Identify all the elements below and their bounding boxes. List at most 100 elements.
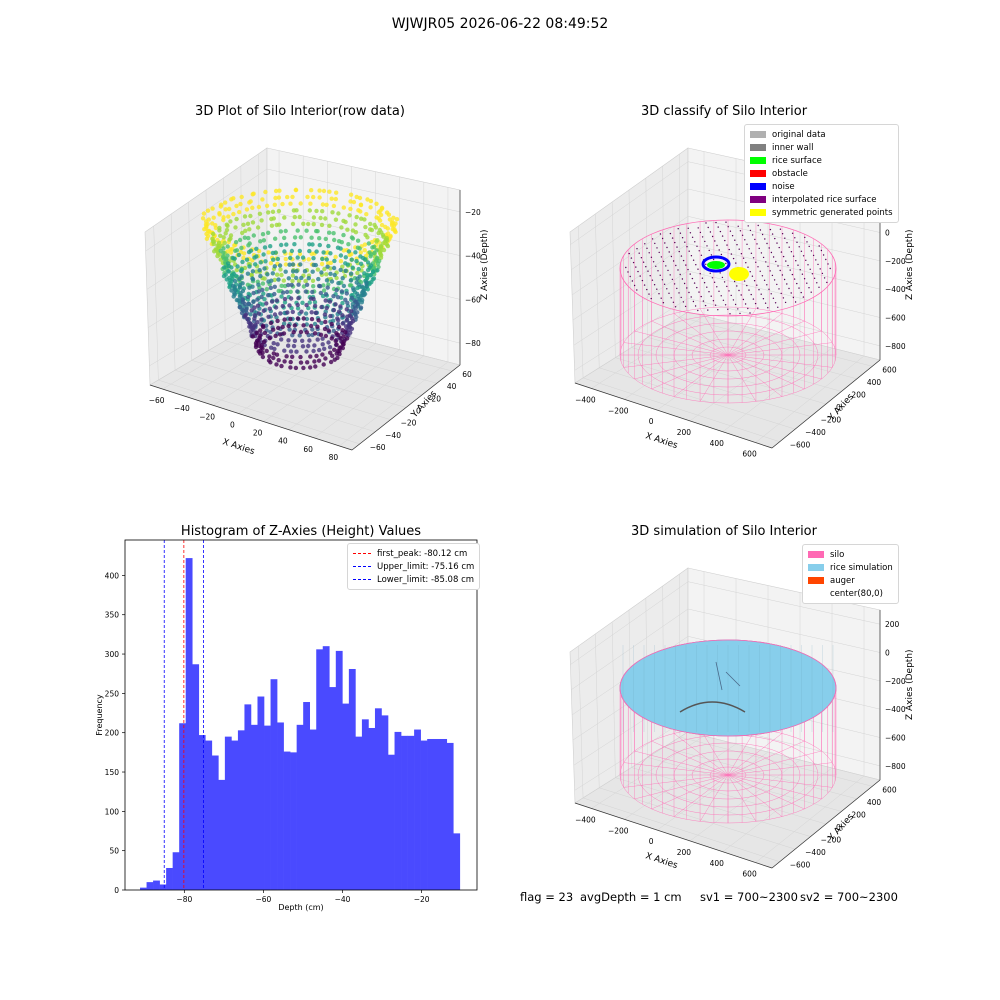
interpolated-point <box>672 301 675 303</box>
raw-point <box>233 225 238 230</box>
interpolated-point <box>716 244 718 247</box>
interpolated-point <box>787 264 789 267</box>
raw-point <box>234 203 239 209</box>
classify-grid-z <box>687 270 881 318</box>
histogram-bar <box>237 730 245 890</box>
histogram-bar <box>290 752 297 890</box>
interpolated-point <box>646 288 648 291</box>
raw-point <box>242 214 248 219</box>
raw-tick-labels: −60−40−20020406080−60−40−200204060−20−40… <box>149 208 481 462</box>
interpolated-point <box>813 277 816 279</box>
simulation-rice-surface <box>619 639 837 737</box>
interpolated-point <box>733 280 736 283</box>
interpolated-point <box>669 232 672 235</box>
interpolated-point <box>829 267 831 270</box>
interpolated-point <box>628 252 630 255</box>
interpolated-point <box>645 266 647 268</box>
histogram-legend-line <box>353 579 371 580</box>
raw-point <box>310 269 315 274</box>
interpolated-point <box>747 225 749 227</box>
interpolated-point <box>737 225 739 227</box>
classify-x-axis <box>574 382 773 449</box>
interpolated-point <box>687 227 689 229</box>
raw-point <box>348 278 354 283</box>
interpolated-point <box>646 247 648 249</box>
raw-point <box>247 241 252 246</box>
interpolated-point <box>695 264 697 266</box>
interpolated-point <box>782 297 785 299</box>
interpolated-point <box>681 278 684 280</box>
raw-point <box>331 307 337 313</box>
raw-point <box>291 343 297 349</box>
classify-silo-spoke <box>727 354 822 380</box>
raw-point <box>269 345 274 350</box>
raw-point <box>348 192 354 197</box>
raw-point <box>240 230 245 236</box>
raw-point <box>290 262 296 267</box>
histogram-bar <box>401 735 408 890</box>
simulation-x-tick: 0 <box>649 837 654 846</box>
interpolated-point <box>720 253 723 256</box>
raw-point <box>393 229 398 235</box>
classify-grid-y <box>582 377 780 442</box>
raw-point <box>341 248 346 253</box>
raw-point <box>244 257 250 262</box>
interpolated-point <box>679 232 682 234</box>
raw-point <box>255 297 260 302</box>
interpolated-point <box>701 236 704 238</box>
interpolated-point <box>806 241 808 243</box>
classify-legend-item: noise <box>750 180 893 193</box>
raw-point <box>256 282 261 287</box>
raw-point <box>246 301 251 307</box>
interpolated-point <box>717 309 719 311</box>
histogram-y-tick: 150 <box>105 768 120 777</box>
interpolated-point <box>732 299 735 301</box>
raw-point <box>272 312 278 317</box>
status-flag: flag = 23 <box>520 890 574 904</box>
histogram-bar <box>153 880 160 890</box>
raw-point <box>362 217 367 222</box>
raw-x-tick: 60 <box>303 445 313 454</box>
raw-point <box>308 354 313 359</box>
classify-grid-y <box>599 367 796 430</box>
raw-point <box>290 273 296 278</box>
raw-point <box>347 321 352 326</box>
interpolated-point <box>739 312 741 315</box>
interpolated-point <box>817 263 819 266</box>
raw-point <box>345 314 350 319</box>
raw-point <box>298 235 303 240</box>
raw-point <box>258 333 263 338</box>
simulation-x-axis <box>574 802 773 869</box>
interpolated-point <box>749 312 751 314</box>
interpolated-point <box>700 295 702 298</box>
interpolated-point <box>704 304 707 307</box>
interpolated-point <box>692 259 695 261</box>
simulation-x-tick: 400 <box>710 859 725 868</box>
raw-point <box>245 271 251 276</box>
simulation-tick-labels: −400−2000200400600−600−400−2000200400600… <box>575 620 906 878</box>
raw-point <box>311 348 316 354</box>
histogram-bar <box>277 722 284 890</box>
interpolated-point <box>714 304 717 306</box>
classify-x-tick: 600 <box>742 450 757 459</box>
raw-point <box>357 195 363 201</box>
raw-point <box>217 225 222 231</box>
simulation-legend-item: silo <box>808 548 893 561</box>
histogram-bar <box>296 724 304 890</box>
raw-point <box>325 264 330 269</box>
raw-point <box>313 310 319 315</box>
interpolated-point <box>818 245 820 247</box>
raw-point <box>350 265 355 270</box>
raw-point <box>304 228 309 233</box>
raw-point <box>307 208 312 213</box>
raw-point <box>289 248 295 254</box>
interpolated-point <box>758 247 760 250</box>
raw-point <box>264 301 269 306</box>
simulation-x-tick: −400 <box>575 815 596 824</box>
raw-point <box>300 255 306 260</box>
raw-x-tick: −20 <box>199 412 215 421</box>
raw-point <box>351 288 356 293</box>
interpolated-point <box>802 255 805 257</box>
raw-point <box>338 304 343 309</box>
